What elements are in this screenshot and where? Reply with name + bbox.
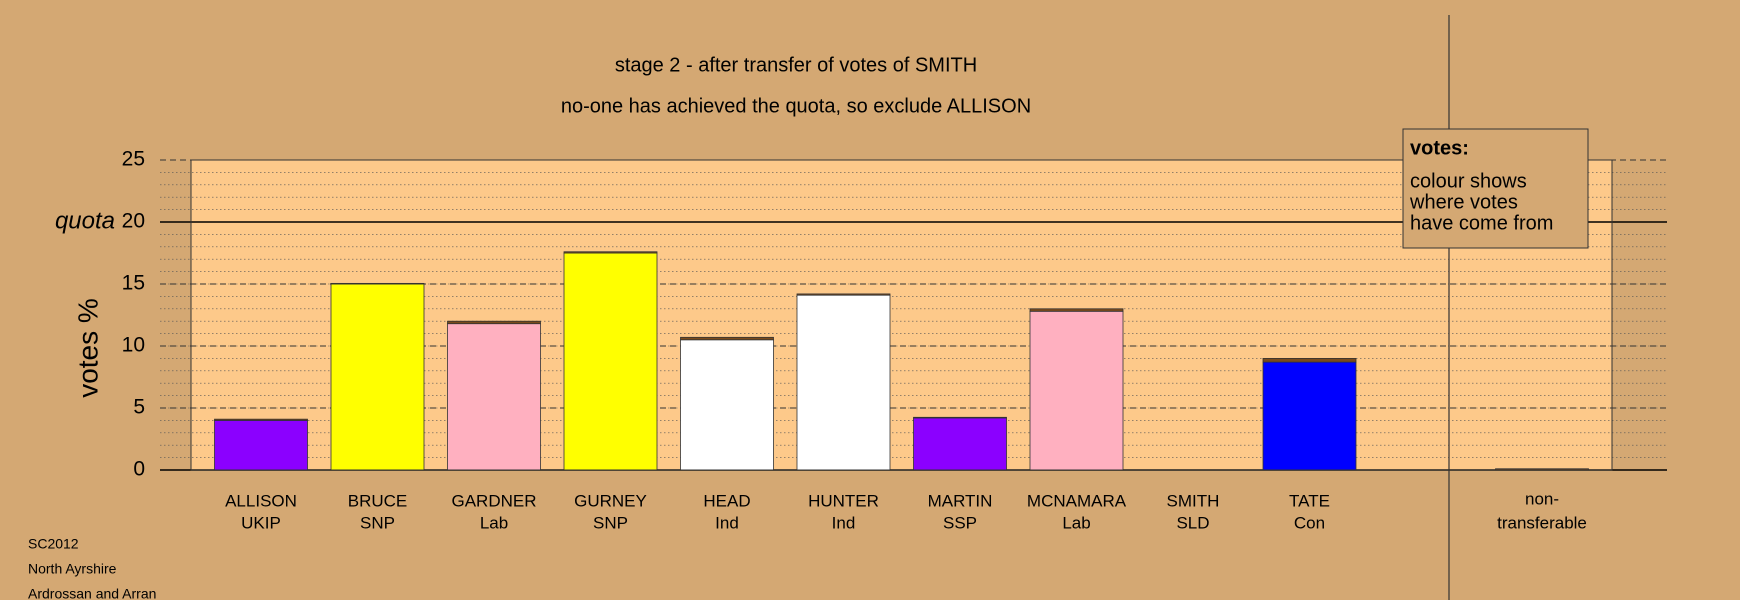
bar-segment bbox=[447, 323, 541, 471]
legend-box bbox=[1402, 128, 1589, 249]
bar-segment bbox=[680, 336, 774, 341]
party-label: Ind bbox=[832, 513, 856, 532]
quota-label: quota bbox=[55, 207, 115, 234]
x-tick-label: GARDNER bbox=[451, 491, 536, 510]
bar-segment bbox=[447, 320, 541, 325]
y-tick-label: 5 bbox=[133, 396, 145, 419]
bar-segment bbox=[796, 294, 891, 471]
legend-text: where votes bbox=[1409, 191, 1518, 213]
bar-segment bbox=[330, 282, 425, 285]
footer-text: Ardrossan and Arran bbox=[28, 586, 156, 600]
party-label: SNP bbox=[360, 513, 395, 532]
bars: ALLISON UKIP BRUCE SNP GARDNER Lab GURNEY SNP HE… bbox=[214, 251, 1589, 532]
bar-segment bbox=[330, 283, 425, 471]
x-tick-label: SMITH bbox=[1167, 491, 1220, 510]
chart-title: stage 2 - after transfer of votes of SMI… bbox=[615, 54, 977, 76]
x-tick-label: ALLISON bbox=[225, 491, 297, 510]
y-axis-label: votes % bbox=[72, 298, 103, 398]
footer-text: North Ayrshire bbox=[28, 561, 117, 577]
bar-segment bbox=[1262, 361, 1357, 471]
x-tick-label: HEAD bbox=[703, 491, 750, 510]
nontransferable-label: transferable bbox=[1497, 513, 1587, 532]
plot-area bbox=[191, 160, 1612, 470]
bar-segment bbox=[913, 416, 1007, 419]
footer-text: SC2012 bbox=[28, 536, 79, 552]
bar-segment bbox=[563, 251, 658, 254]
bar-segment bbox=[1029, 310, 1124, 471]
party-label: UKIP bbox=[241, 513, 281, 532]
x-tick-label: GURNEY bbox=[574, 491, 647, 510]
plot-frame bbox=[190, 159, 1613, 471]
nontransferable-label: non- bbox=[1525, 489, 1559, 508]
party-label: Lab bbox=[1062, 513, 1090, 532]
chart-subtitle: no-one has achieved the quota, so exclud… bbox=[561, 95, 1031, 117]
legend-title: votes: bbox=[1410, 137, 1469, 159]
bar-segment bbox=[913, 417, 1007, 471]
y-tick-label: 15 bbox=[122, 272, 145, 295]
bar-segment bbox=[796, 293, 891, 296]
bar-segment bbox=[214, 418, 308, 421]
legend-text: colour shows bbox=[1410, 170, 1527, 192]
y-tick-label: 20 bbox=[122, 210, 145, 233]
x-tick-label: BRUCE bbox=[348, 491, 408, 510]
bar-segment bbox=[1262, 357, 1357, 363]
bar-segment bbox=[1029, 308, 1124, 312]
legend-text: have come from bbox=[1410, 212, 1553, 234]
footer: SC2012 North Ayrshire Ardrossan and Arran bbox=[28, 536, 156, 600]
x-tick-label: TATE bbox=[1289, 491, 1330, 510]
party-label: SNP bbox=[593, 513, 628, 532]
x-tick-label: MCNAMARA bbox=[1027, 491, 1127, 510]
y-tick-label: 10 bbox=[122, 334, 145, 357]
x-tick-label: HUNTER bbox=[808, 491, 879, 510]
y-tick-label: 0 bbox=[133, 458, 145, 481]
party-label: Lab bbox=[480, 513, 508, 532]
party-label: Ind bbox=[715, 513, 739, 532]
party-label: Con bbox=[1294, 513, 1325, 532]
bar-segment bbox=[680, 339, 774, 471]
party-label: SLD bbox=[1176, 513, 1209, 532]
party-label: SSP bbox=[943, 513, 977, 532]
y-tick-label: 25 bbox=[122, 148, 145, 171]
bar-segment bbox=[563, 252, 658, 471]
x-tick-label: MARTIN bbox=[928, 491, 993, 510]
bar-segment bbox=[214, 419, 308, 471]
